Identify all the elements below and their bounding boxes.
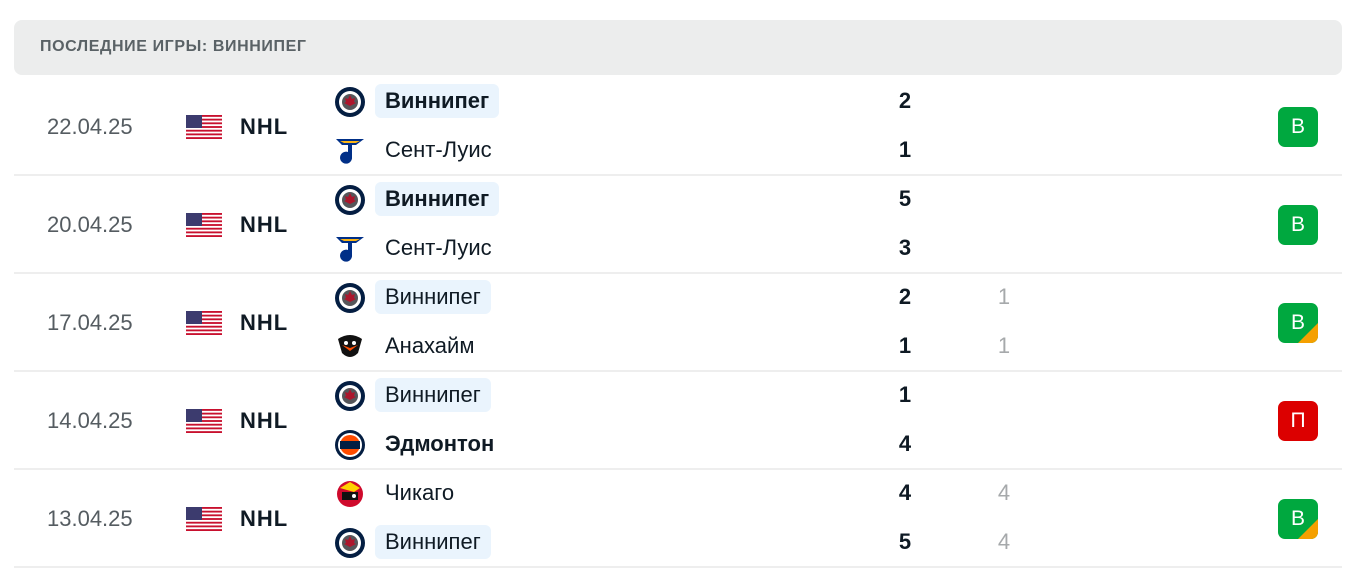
match-row[interactable]: 13.04.25 NHL Чикаго 4 4 Виннипег 5 4 В [14, 470, 1342, 568]
team-name[interactable]: Виннипег [375, 182, 500, 216]
blackhawks-logo-icon [334, 478, 366, 508]
blues-logo-icon [334, 233, 366, 263]
league-name[interactable]: NHL [240, 408, 289, 433]
team-away: Сент-Луис 1 [334, 133, 1334, 167]
team-home: Виннипег 5 [334, 182, 1334, 216]
match-row[interactable]: 22.04.25 NHL Виннипег 2 Сент-Луис 1 В [14, 78, 1342, 176]
match-row[interactable]: 14.04.25 NHL Виннипег 1 Эдмонтон 4 П [14, 372, 1342, 470]
us-flag-icon [186, 311, 222, 335]
team-home: Виннипег 2 [334, 84, 1334, 118]
oilers-logo-icon [334, 429, 366, 460]
team-name[interactable]: Виннипег [375, 378, 491, 412]
league-name[interactable]: NHL [240, 506, 289, 531]
team-name[interactable]: Сент-Луис [385, 137, 492, 162]
match-date: 13.04.25 [47, 506, 133, 531]
result-label: В [1290, 507, 1305, 530]
team-score: 2 [898, 88, 912, 113]
us-flag-icon [186, 115, 222, 139]
result-badge: В [1278, 107, 1318, 147]
team-name[interactable]: Виннипег [375, 525, 491, 559]
team-name[interactable]: Сент-Луис [385, 235, 492, 260]
result-badge: В [1278, 499, 1318, 539]
match-date: 22.04.25 [47, 114, 133, 139]
overtime-corner [1298, 323, 1318, 343]
team-period-score: 4 [997, 529, 1011, 554]
team-name[interactable]: Виннипег [375, 280, 491, 314]
us-flag-icon [186, 409, 222, 433]
section-title: ПОСЛЕДНИЕ ИГРЫ: ВИННИПЕГ [40, 38, 307, 55]
team-score: 4 [898, 480, 912, 505]
section-header: ПОСЛЕДНИЕ ИГРЫ: ВИННИПЕГ [14, 20, 1342, 75]
team-away: Виннипег 5 4 [334, 525, 1334, 559]
team-score: 4 [898, 431, 912, 456]
result-label: В [1290, 213, 1305, 236]
team-score: 3 [898, 235, 912, 260]
jets-logo-icon [334, 380, 366, 411]
team-name[interactable]: Анахайм [385, 333, 475, 358]
blues-logo-icon [334, 135, 366, 165]
team-home: Виннипег 2 1 [334, 280, 1334, 314]
team-away: Эдмонтон 4 [334, 427, 1334, 461]
league-name[interactable]: NHL [240, 114, 289, 139]
result-badge: В [1278, 303, 1318, 343]
team-score: 1 [898, 137, 912, 162]
match-date: 14.04.25 [47, 408, 133, 433]
team-score: 1 [898, 333, 912, 358]
jets-logo-icon [334, 527, 366, 558]
team-name[interactable]: Виннипег [375, 84, 500, 118]
ducks-logo-icon [334, 331, 366, 361]
match-date: 17.04.25 [47, 310, 133, 335]
league-name[interactable]: NHL [240, 310, 289, 335]
us-flag-icon [186, 507, 222, 531]
result-badge: П [1278, 401, 1318, 441]
overtime-corner [1298, 519, 1318, 539]
match-row[interactable]: 17.04.25 NHL Виннипег 2 1 Анахайм 1 1 В [14, 274, 1342, 372]
team-score: 1 [898, 382, 912, 407]
jets-logo-icon [334, 184, 366, 215]
team-away: Сент-Луис 3 [334, 231, 1334, 265]
result-label: П [1290, 409, 1306, 432]
team-name[interactable]: Эдмонтон [385, 431, 495, 456]
result-label: В [1290, 115, 1305, 138]
match-date: 20.04.25 [47, 212, 133, 237]
team-home: Чикаго 4 4 [334, 476, 1334, 510]
team-period-score: 4 [997, 480, 1011, 505]
league-name[interactable]: NHL [240, 212, 289, 237]
us-flag-icon [186, 213, 222, 237]
match-row[interactable]: 20.04.25 NHL Виннипег 5 Сент-Луис 3 В [14, 176, 1342, 274]
team-away: Анахайм 1 1 [334, 329, 1334, 363]
team-score: 5 [898, 186, 912, 211]
jets-logo-icon [334, 282, 366, 313]
result-badge: В [1278, 205, 1318, 245]
team-period-score: 1 [997, 333, 1011, 358]
team-score: 5 [898, 529, 912, 554]
team-score: 2 [898, 284, 912, 309]
result-label: В [1290, 311, 1305, 334]
team-period-score: 1 [997, 284, 1011, 309]
team-name[interactable]: Чикаго [385, 480, 455, 505]
jets-logo-icon [334, 86, 366, 117]
team-home: Виннипег 1 [334, 378, 1334, 412]
